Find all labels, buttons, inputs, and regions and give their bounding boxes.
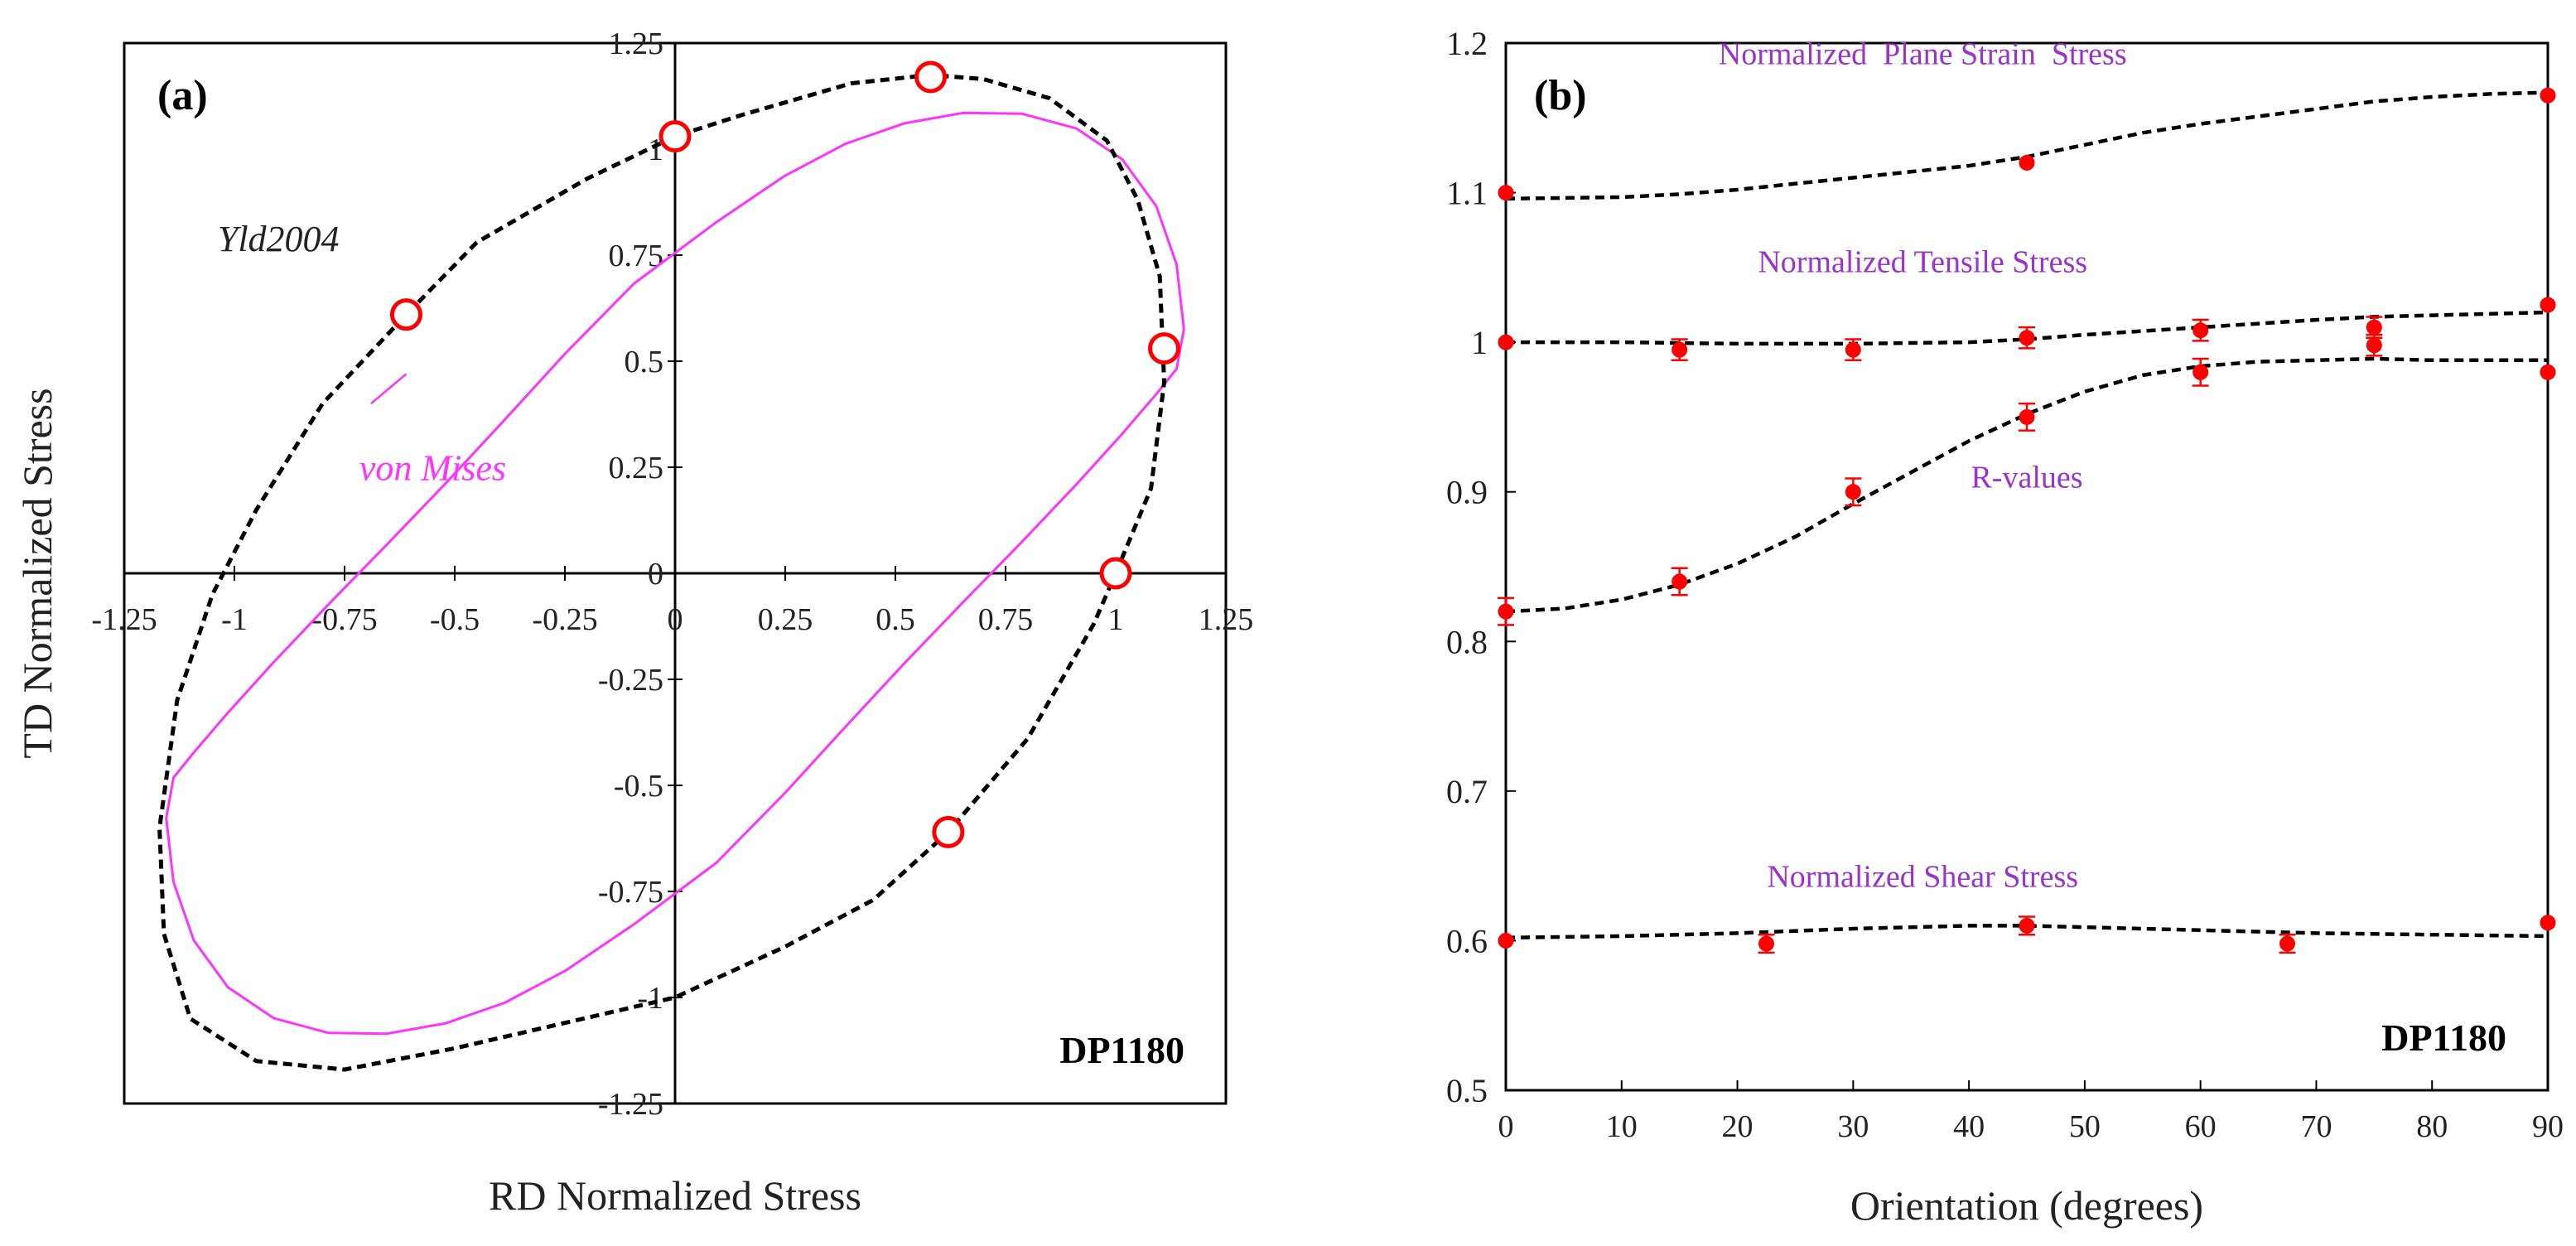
panel-b-x-tick-label: 90 [2532, 1109, 2564, 1144]
panel-b-fit-normalized-tensile-stress [1506, 310, 2549, 346]
panel-a-y-axis-title: TD Normalized Stress [14, 388, 60, 758]
panel-b-x-axis-title: Orientation (degrees) [1850, 1182, 2203, 1229]
panel-b-point-normalized-tensile-stress [2540, 297, 2556, 313]
panel-b-point-normalized-shear-stress [2279, 935, 2295, 952]
panel-a-x-tick-label: -0.75 [311, 602, 377, 637]
panel-b-x-tick-label: 70 [2300, 1109, 2332, 1144]
panel-a-experimental-point [1099, 557, 1132, 590]
panel-b-x-tick-label: 60 [2185, 1109, 2217, 1144]
panel-b-point-normalized-tensile-stress [2366, 319, 2382, 336]
panel-b-point-r-values [1498, 603, 1514, 620]
panel-a-y-tick-label: -0.5 [614, 769, 663, 804]
panel-b-series-label-normalized-plane-strain-stress: Normalized Plane Strain Stress [1719, 36, 2127, 71]
panel-b-point-normalized-shear-stress [2540, 915, 2556, 931]
panel-a-y-tick-label: -0.75 [598, 875, 663, 910]
panel-a-experimental-point [389, 298, 422, 331]
panel-b-point-r-values [2019, 408, 2035, 425]
panel-b-x-tick-label: 20 [1722, 1109, 1754, 1144]
panel-a-x-tick-label: -0.5 [430, 602, 480, 637]
panel-b-series-label-normalized-shear-stress: Normalized Shear Stress [1767, 859, 2078, 894]
panel-a-y-tick-label: 1 [648, 133, 663, 167]
panel-a-label: (a) [157, 72, 208, 119]
panel-b-x-tick-label: 80 [2416, 1109, 2448, 1144]
panel-b-series-label-normalized-tensile-stress: Normalized Tensile Stress [1758, 244, 2087, 279]
panel-a-x-tick-label: 0.25 [758, 602, 813, 637]
panel-b-point-normalized-shear-stress [1758, 935, 1774, 952]
panel-b-point-normalized-tensile-stress [2192, 322, 2209, 339]
panel-b-anisotropy: (b) DP1180 Orientation (degrees) 0 10 20 30… [1446, 25, 2564, 1229]
panel-a-annotation: DP1180 [1059, 1029, 1184, 1071]
panel-a-x-tick-label: -0.25 [532, 602, 597, 637]
panel-a-x-tick-label: -1.25 [91, 602, 157, 637]
panel-b-point-normalized-shear-stress [1498, 932, 1514, 949]
panel-b-label: (b) [1534, 72, 1587, 119]
panel-b-y-tick-label: 0.5 [1446, 1072, 1488, 1109]
panel-a-curve-yld2004 [157, 72, 1166, 1072]
panel-a-yld2004-label: Yld2004 [218, 219, 340, 259]
panel-a-x-tick-label: 1.25 [1199, 602, 1254, 637]
panel-a-x-tick-label: -1 [221, 602, 248, 637]
panel-a-x-axis-title: RD Normalized Stress [489, 1172, 861, 1219]
panel-b-point-normalized-plane-strain-stress [1498, 185, 1514, 201]
panel-b-point-r-values [2192, 364, 2209, 380]
panel-b-y-tick-label: 1.1 [1446, 175, 1488, 212]
panel-b-x-tick-label: 10 [1606, 1109, 1638, 1144]
panel-a-experimental-point [658, 120, 692, 153]
panel-a-x-tick-label: 1 [1108, 602, 1124, 637]
panel-a-experimental-point [932, 815, 965, 848]
panel-b-point-normalized-tensile-stress [2019, 330, 2035, 346]
panel-a-x-tick-label: 0.75 [978, 602, 1034, 637]
panel-a-y-tick-label: 0 [648, 557, 663, 592]
panel-b-y-tick-label: 0.9 [1446, 474, 1488, 511]
panel-a-experimental-point [1148, 332, 1181, 365]
panel-b-point-normalized-plane-strain-stress [2019, 154, 2035, 171]
panel-b-fit-normalized-plane-strain-stress [1505, 90, 2549, 201]
panel-b-y-tick-label: 0.6 [1446, 922, 1488, 959]
panel-b-annotation: DP1180 [2381, 1017, 2506, 1059]
panel-a-von-mises-leader [370, 373, 408, 405]
panel-a-x-tick-label: 0 [668, 602, 683, 637]
panel-b-y-tick-label: 0.8 [1446, 623, 1488, 660]
panel-b-x-tick-label: 50 [2069, 1109, 2101, 1144]
panel-a-von-mises-label: von Mises [359, 447, 506, 488]
panel-b-fit-r-values [1505, 356, 2548, 614]
panel-b-x-tick-label: 0 [1498, 1109, 1514, 1144]
panel-a-experimental-point [914, 60, 948, 94]
panel-b-point-r-values [1845, 484, 1861, 500]
panel-a-y-tick-label: 1.25 [609, 27, 664, 61]
panel-a-y-tick-label: 0.5 [625, 345, 664, 379]
panel-a-curve-von-mises [165, 111, 1185, 1036]
panel-b-point-normalized-tensile-stress [2366, 337, 2382, 354]
panel-b-point-normalized-tensile-stress [1845, 341, 1861, 358]
panel-a-yield-locus: (a) DP1180 RD Normalized Stress TD Norma… [14, 27, 1253, 1219]
panel-b-y-tick-label: 1 [1471, 324, 1488, 361]
panel-b-y-tick-label: 0.7 [1446, 773, 1488, 810]
panel-b-y-tick-label: 1.2 [1446, 25, 1488, 62]
panel-b-point-normalized-tensile-stress [1498, 334, 1514, 350]
panel-b-point-normalized-plane-strain-stress [2540, 87, 2556, 104]
panel-a-y-tick-label: 0.25 [609, 451, 664, 485]
panel-b-point-r-values [2540, 364, 2556, 380]
panel-b-series-label-r-values: R-values [1971, 460, 2082, 495]
panel-b-point-r-values [1672, 573, 1688, 590]
panel-b-x-tick-label: 30 [1837, 1109, 1869, 1144]
panel-b-x-tick-label: 40 [1953, 1109, 1985, 1144]
panel-a-y-tick-label: -1 [637, 981, 663, 1016]
panel-a-x-tick-label: 0.5 [876, 602, 915, 637]
panel-a-y-tick-label: -1.25 [598, 1087, 663, 1122]
panel-b-point-normalized-shear-stress [2019, 917, 2035, 934]
panel-b-point-normalized-tensile-stress [1672, 341, 1688, 358]
panel-a-y-tick-label: -0.25 [598, 663, 663, 698]
